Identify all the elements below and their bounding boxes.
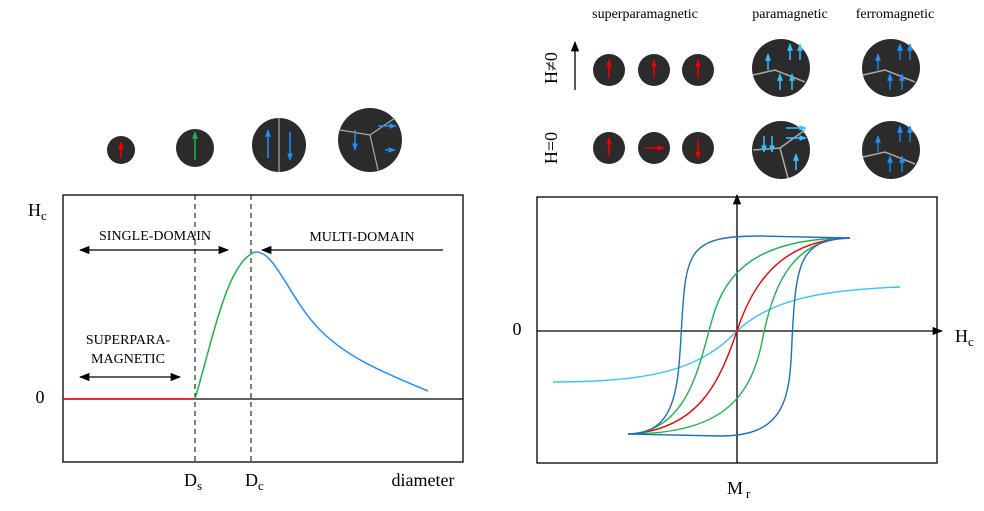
label: 0: [36, 387, 45, 407]
label: 0: [513, 319, 522, 339]
label: D: [245, 470, 258, 490]
label: c: [968, 334, 974, 349]
axis-label: Ds: [184, 470, 202, 493]
label: H≠0: [541, 52, 561, 84]
label: paramagnetic: [752, 7, 827, 22]
label: D: [184, 470, 197, 490]
label: H: [28, 200, 41, 220]
axis-label: Hc: [955, 326, 974, 349]
axis-label: Dc: [245, 470, 264, 493]
axis-label: Hc: [28, 200, 47, 223]
label: SUPERPARA-: [86, 333, 171, 348]
label: superparamagnetic: [592, 7, 698, 22]
label: SINGLE-DOMAIN: [99, 229, 211, 244]
label: c: [258, 478, 264, 493]
particle-icons: [107, 108, 402, 172]
label: M: [727, 478, 743, 498]
left-plot: SINGLE-DOMAIN MULTI-DOMAIN SUPERPARA- MA…: [28, 194, 464, 493]
domain-states: superparamagnetic paramagnetic ferromagn…: [541, 7, 934, 179]
label: MULTI-DOMAIN: [309, 230, 414, 245]
label: H=0: [541, 132, 561, 164]
label: r: [746, 486, 751, 501]
label: H: [955, 326, 968, 346]
label: c: [41, 208, 47, 223]
label: s: [197, 478, 202, 493]
label: ferromagnetic: [856, 7, 935, 22]
axis-label: diameter: [392, 470, 455, 490]
label: MAGNETIC: [91, 352, 165, 367]
